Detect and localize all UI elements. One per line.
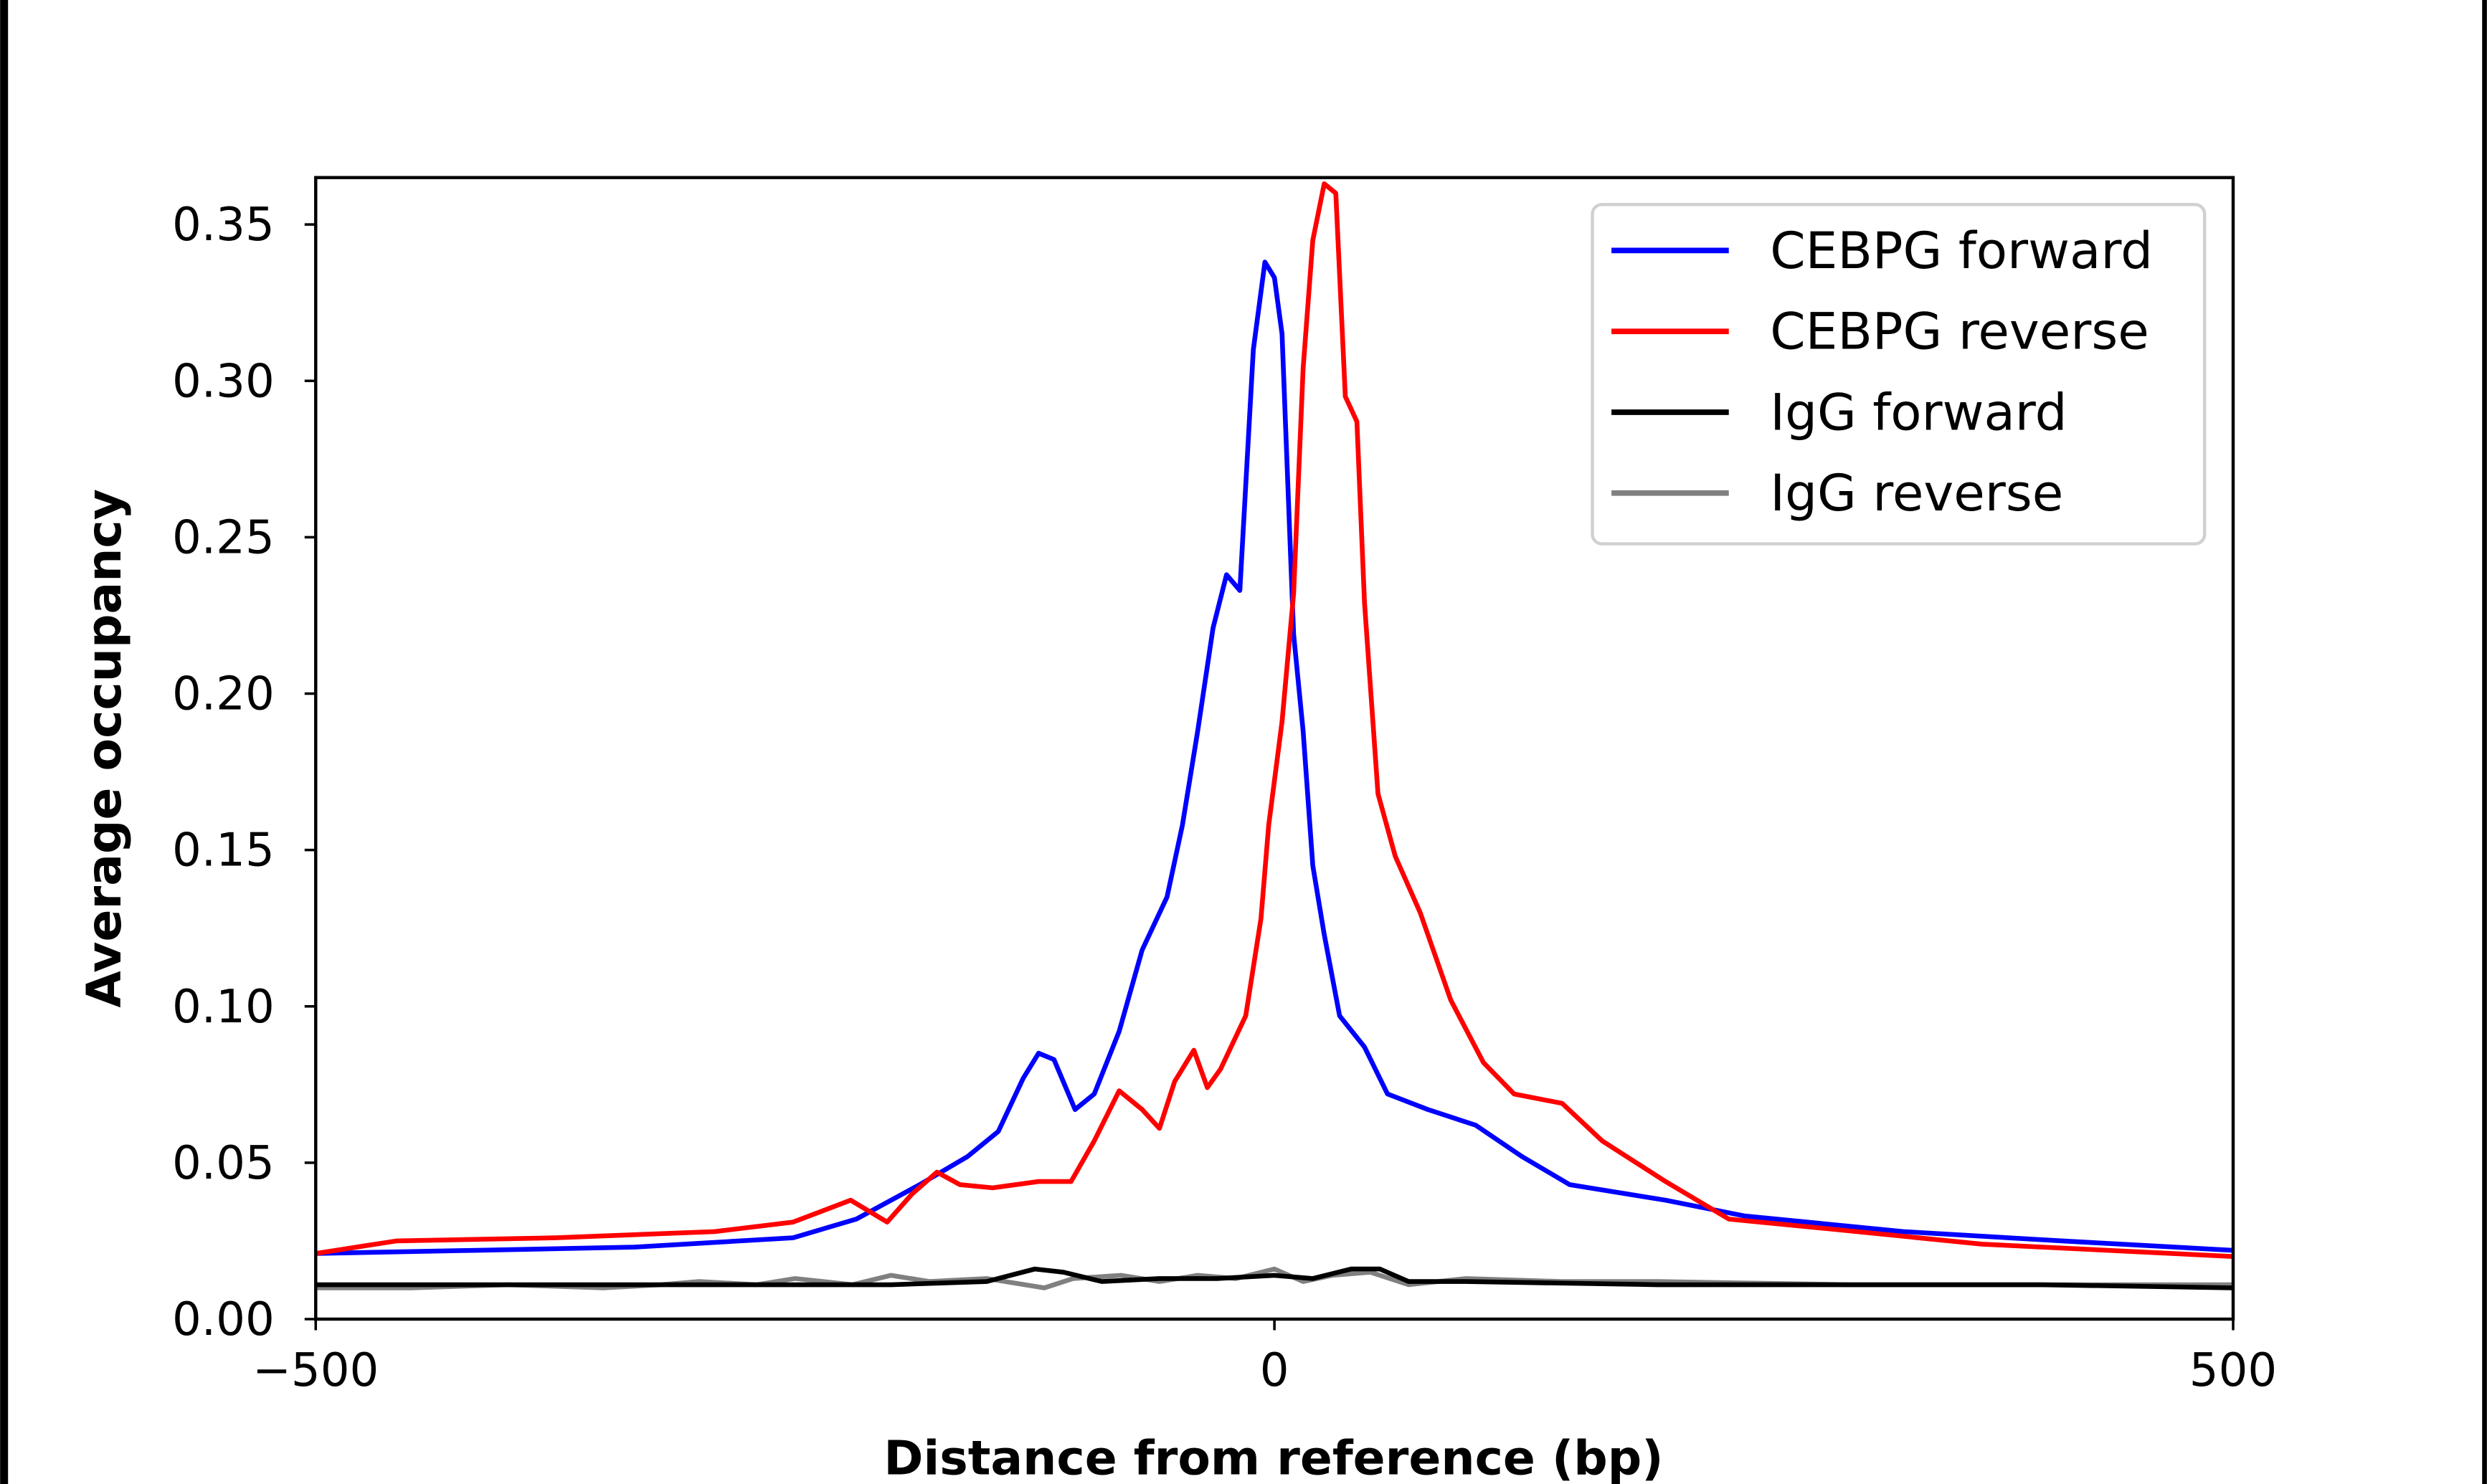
y-tick-label: 0.30 [172,354,275,408]
series-line-igg-forward [316,1266,2234,1290]
legend-box [1591,203,2207,546]
legend-label: CEBPG reverse [1770,302,2149,361]
y-tick-label: 0.25 [172,510,275,564]
x-tick-label: 0 [1260,1343,1289,1397]
y-tick-label: 0.20 [172,667,275,721]
y-tick-label: 0.35 [172,198,275,252]
x-tick-label: −500 [252,1343,379,1397]
legend-label: IgG forward [1770,382,2067,442]
legend: CEBPG forward CEBPG reverse IgG forward IgG… [1591,203,2207,546]
legend-label: CEBPG forward [1770,221,2153,280]
series-line-cebpg-forward [316,260,2234,1256]
y-tick-label: 0.05 [172,1136,275,1190]
right-frame-edge [2482,0,2487,1484]
series-line-cebpg-reverse [316,181,2234,1259]
series-layer [316,181,2234,1290]
ticks-layer: −500 0 500 0.00 0.05 0.10 0.15 0.20 0.25 0.30 0.35 [172,198,2277,1397]
y-tick-label: 0.15 [172,824,275,877]
x-tick-label: 500 [2189,1343,2277,1397]
left-frame-edge [0,0,9,1484]
y-axis-label: Average occupancy [76,489,132,1008]
y-tick-label: 0.00 [172,1293,275,1346]
legend-label: IgG reverse [1770,463,2063,523]
x-axis-label: Distance from reference (bp) [884,1430,1663,1484]
y-tick-label: 0.10 [172,980,275,1034]
